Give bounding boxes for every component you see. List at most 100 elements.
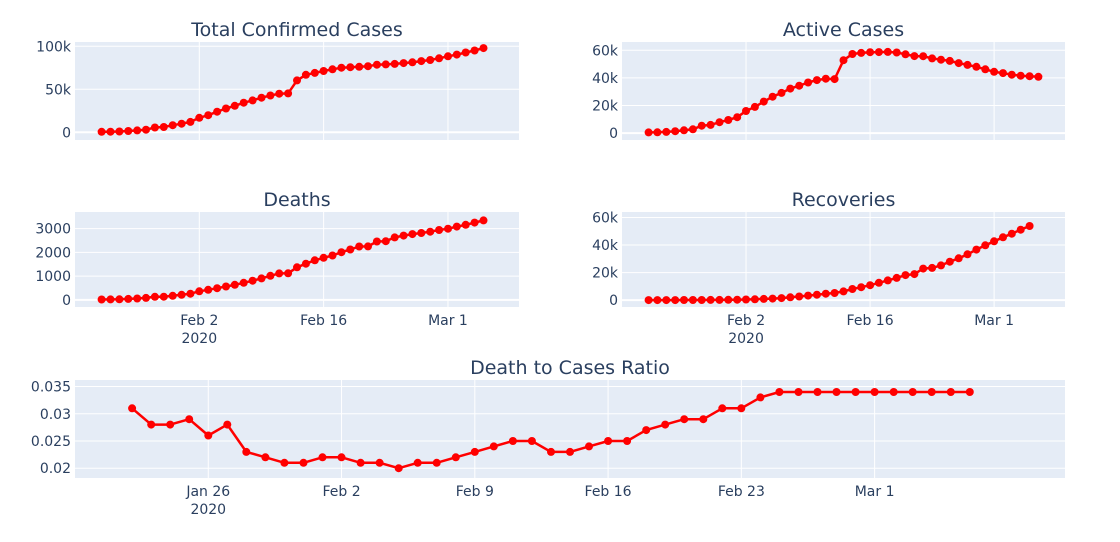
- data-point: [97, 127, 106, 136]
- data-point: [337, 63, 346, 72]
- y-tick-label: 0: [62, 125, 71, 141]
- data-point: [204, 111, 213, 120]
- data-point: [928, 54, 937, 63]
- y-tick-label: 20k: [592, 266, 619, 282]
- data-point: [275, 89, 284, 98]
- x-tick-label: Mar 1: [974, 313, 1014, 329]
- data-point: [972, 245, 981, 254]
- x-tick-label: Feb 2: [322, 484, 360, 500]
- data-point: [839, 56, 848, 65]
- data-point: [355, 242, 364, 251]
- data-point: [489, 442, 498, 451]
- data-point: [1025, 222, 1034, 230]
- data-point: [355, 62, 364, 71]
- data-point: [642, 426, 651, 435]
- data-point: [426, 56, 435, 64]
- data-point: [479, 44, 488, 53]
- data-point: [372, 237, 381, 246]
- data-point: [644, 296, 653, 305]
- data-point: [839, 287, 848, 296]
- data-point: [777, 294, 786, 303]
- data-point: [257, 274, 266, 283]
- x-tick-label: Feb 16: [585, 484, 632, 500]
- data-point: [185, 415, 194, 424]
- data-point: [106, 127, 115, 136]
- data-point: [1016, 225, 1025, 234]
- data-point: [697, 121, 706, 130]
- data-point: [812, 290, 821, 299]
- deaths-subplot: Feb 2 2020 Feb 16 Mar 1 0 1000 2000 3000 Deaths: [35, 189, 519, 347]
- y-tick-label: 0: [609, 126, 618, 142]
- data-point: [718, 404, 727, 413]
- data-point: [813, 388, 822, 396]
- chart-title: Total Confirmed Cases: [190, 19, 403, 41]
- data-point: [848, 50, 857, 58]
- data-point: [337, 453, 346, 462]
- data-point: [910, 270, 919, 279]
- data-point: [115, 127, 124, 136]
- data-point: [804, 291, 813, 300]
- data-point: [356, 458, 365, 467]
- data-point: [919, 52, 928, 61]
- data-point: [461, 220, 470, 229]
- data-point: [883, 47, 892, 56]
- data-point: [299, 458, 308, 467]
- data-point: [715, 118, 724, 127]
- data-point: [874, 278, 883, 287]
- data-point: [261, 453, 270, 462]
- data-point: [293, 76, 301, 85]
- data-point: [937, 261, 945, 270]
- chart-title: Active Cases: [783, 19, 904, 41]
- data-point: [945, 56, 954, 65]
- data-point: [786, 84, 795, 93]
- data-point: [724, 295, 733, 304]
- y-tick-label: 0: [609, 293, 618, 309]
- x-tick-year-label: 2020: [190, 502, 226, 518]
- data-point: [963, 60, 972, 69]
- data-point: [848, 285, 857, 293]
- data-point: [257, 93, 266, 102]
- data-point: [946, 388, 955, 396]
- data-point: [168, 291, 177, 300]
- data-point: [435, 226, 444, 234]
- y-tick-label: 0.02: [40, 461, 71, 477]
- data-point: [337, 248, 346, 257]
- data-point: [954, 59, 963, 68]
- data-point: [147, 420, 156, 429]
- y-tick-label: 2000: [35, 245, 71, 261]
- data-point: [266, 91, 275, 100]
- data-point: [756, 393, 765, 402]
- data-point: [293, 263, 301, 272]
- data-point: [413, 458, 422, 467]
- data-point: [715, 295, 724, 304]
- data-point: [399, 59, 408, 68]
- data-point: [133, 294, 142, 303]
- chart-title: Recoveries: [792, 189, 896, 211]
- x-tick-label: Mar 1: [855, 484, 895, 500]
- data-point: [310, 256, 319, 265]
- data-point: [662, 127, 671, 136]
- data-point: [230, 101, 239, 110]
- data-point: [375, 458, 384, 467]
- y-tick-label: 60k: [592, 211, 619, 227]
- chart-title: Deaths: [263, 189, 330, 211]
- data-point: [750, 102, 759, 111]
- data-point: [186, 117, 195, 126]
- data-point: [1007, 229, 1016, 238]
- data-point: [866, 281, 875, 290]
- data-point: [159, 292, 168, 301]
- data-point: [280, 458, 289, 467]
- x-tick-label: Feb 2: [180, 313, 218, 329]
- data-point: [794, 388, 803, 396]
- data-point: [451, 453, 460, 462]
- data-point: [851, 388, 860, 396]
- data-point: [901, 271, 910, 280]
- data-point: [432, 458, 441, 467]
- data-point: [204, 285, 213, 294]
- data-point: [759, 97, 768, 106]
- data-point: [239, 98, 248, 107]
- data-point: [417, 57, 426, 66]
- data-point: [417, 229, 426, 237]
- data-point: [699, 415, 708, 424]
